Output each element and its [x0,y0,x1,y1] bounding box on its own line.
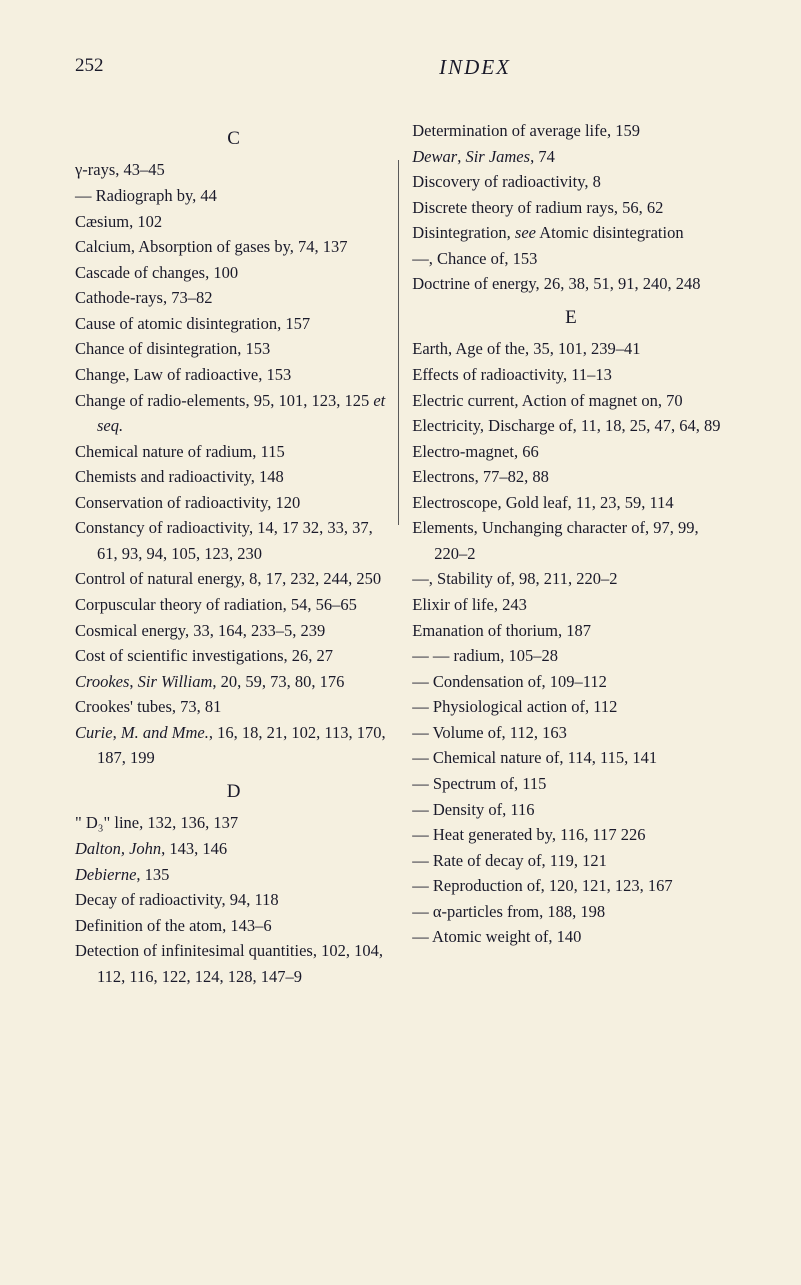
column-divider [398,160,399,525]
index-entry: Dalton, John, 143, 146 [75,836,392,862]
index-entry: Electric current, Action of magnet on, 7… [412,388,729,414]
index-entry: Cascade of changes, 100 [75,260,392,286]
section-letter-d: D [75,777,392,806]
index-entry: Detection of infinitesimal quantities, 1… [75,938,392,989]
index-entry: Crookes, Sir William, 20, 59, 73, 80, 17… [75,669,392,695]
index-entry: Constancy of radioactivity, 14, 17 32, 3… [75,515,392,566]
index-entry: — Condensation of, 109–112 [412,669,729,695]
index-entry: — Density of, 116 [412,797,729,823]
index-entry: Cosmical energy, 33, 164, 233–5, 239 [75,618,392,644]
index-entry: Curie, M. and Mme., 16, 18, 21, 102, 113… [75,720,392,771]
index-entry: Electricity, Discharge of, 11, 18, 25, 4… [412,413,729,439]
index-entry: — Volume of, 112, 163 [412,720,729,746]
index-entry: Definition of the atom, 143–6 [75,913,392,939]
index-entry: Conservation of radioactivity, 120 [75,490,392,516]
index-entry: Chemical nature of radium, 115 [75,439,392,465]
index-entry: — Spectrum of, 115 [412,771,729,797]
index-entry: Cause of atomic disintegration, 157 [75,311,392,337]
index-entry: Control of natural energy, 8, 17, 232, 2… [75,566,392,592]
index-entry: Electroscope, Gold leaf, 11, 23, 59, 114 [412,490,729,516]
index-entry: Crookes' tubes, 73, 81 [75,694,392,720]
index-entry: Decay of radioactivity, 94, 118 [75,887,392,913]
index-entry: Chemists and radioactivity, 148 [75,464,392,490]
index-entry: Disintegration, see Atomic disintegratio… [412,220,729,246]
index-entry: — Atomic weight of, 140 [412,924,729,950]
section-letter-c: C [75,124,392,153]
index-entry: — Radiograph by, 44 [75,183,392,209]
index-entry: — Reproduction of, 120, 121, 123, 167 [412,873,729,899]
index-entry: Calcium, Absorption of gases by, 74, 137 [75,234,392,260]
index-entry: Emanation of thorium, 187 [412,618,729,644]
index-entry: — — radium, 105–28 [412,643,729,669]
index-entry: —, Stability of, 98, 211, 220–2 [412,566,729,592]
index-entry: Elements, Unchanging character of, 97, 9… [412,515,729,566]
index-entry: Cathode-rays, 73–82 [75,285,392,311]
index-entry: Effects of radioactivity, 11–13 [412,362,729,388]
section-letter-e: E [412,303,729,332]
index-title: INDEX [439,55,511,80]
index-entry: — Chemical nature of, 114, 115, 141 [412,745,729,771]
index-entry: Doctrine of energy, 26, 38, 51, 91, 240,… [412,271,729,297]
index-entry: Dewar, Sir James, 74 [412,144,729,170]
index-entry: — Physiological action of, 112 [412,694,729,720]
index-entry: — α-particles from, 188, 198 [412,899,729,925]
index-entry: Cæsium, 102 [75,209,392,235]
index-entry: Change, Law of radioactive, 153 [75,362,392,388]
index-entry: Corpuscular theory of radiation, 54, 56–… [75,592,392,618]
index-entry: Discrete theory of radium rays, 56, 62 [412,195,729,221]
index-entry: Electro-magnet, 66 [412,439,729,465]
index-entry: Discovery of radioactivity, 8 [412,169,729,195]
index-entry: Electrons, 77–82, 88 [412,464,729,490]
index-entry: Debierne, 135 [75,862,392,888]
index-entry: —, Chance of, 153 [412,246,729,272]
right-column: Determination of average life, 159 Dewar… [412,118,729,989]
left-column: C γ-rays, 43–45 — Radiograph by, 44 Cæsi… [75,118,392,989]
index-entry: " D₃" line, 132, 136, 137 [75,810,392,836]
index-entry: Determination of average life, 159 [412,118,729,144]
index-entry: γ-rays, 43–45 [75,157,392,183]
index-entry: Cost of scientific investigations, 26, 2… [75,643,392,669]
index-entry: — Rate of decay of, 119, 121 [412,848,729,874]
index-entry: Earth, Age of the, 35, 101, 239–41 [412,336,729,362]
index-entry: Chance of disintegration, 153 [75,336,392,362]
index-columns: C γ-rays, 43–45 — Radiograph by, 44 Cæsi… [75,118,736,989]
page-number: 252 [75,55,104,80]
index-entry: Change of radio-elements, 95, 101, 123, … [75,388,392,439]
index-entry: — Heat generated by, 116, 117 226 [412,822,729,848]
index-entry: Elixir of life, 243 [412,592,729,618]
